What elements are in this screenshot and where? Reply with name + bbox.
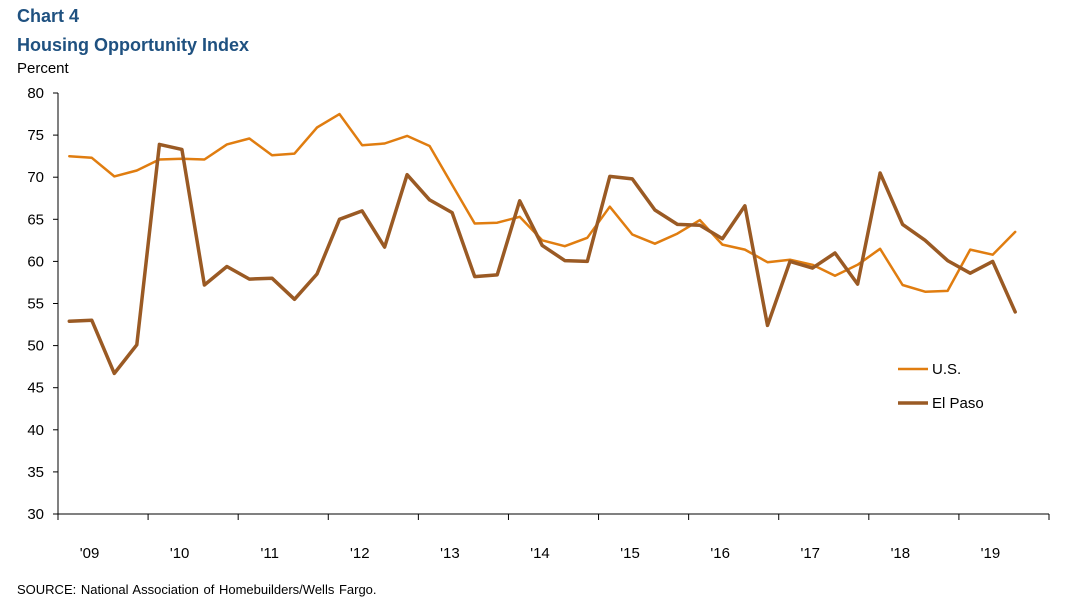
legend-label: U.S. xyxy=(932,361,961,378)
series-lines xyxy=(67,112,1017,376)
series-line-el-paso xyxy=(67,142,1017,376)
y-tick-label: 65 xyxy=(27,211,44,228)
y-tick-label: 60 xyxy=(27,253,44,270)
x-tick-label: '17 xyxy=(800,545,820,562)
axes xyxy=(57,93,1049,515)
y-tick-label: 55 xyxy=(27,296,44,313)
chart-title: Housing Opportunity Index xyxy=(17,35,249,55)
chart-number: Chart 4 xyxy=(17,6,80,26)
series-line-u-s xyxy=(68,112,1017,293)
x-tick-label: '12 xyxy=(350,545,370,562)
legend-label: El Paso xyxy=(932,395,984,412)
y-tick-label: 40 xyxy=(27,422,44,439)
y-axis-ticks: 30 35 40 45 50 55 60 65 70 75 80 xyxy=(27,85,58,523)
x-tick-label: '18 xyxy=(891,545,911,562)
x-axis-ticks: '09 '10 '11 '12 '13 '14 '15 '16 '17 '18 '19 xyxy=(57,514,1050,562)
x-tick-label: '13 xyxy=(440,545,460,562)
x-tick-label: '15 xyxy=(620,545,640,562)
y-tick-label: 35 xyxy=(27,464,44,481)
x-tick-label: '16 xyxy=(710,545,730,562)
y-tick-label: 45 xyxy=(27,380,44,397)
legend: U.S. El Paso xyxy=(898,361,984,412)
line-chart: 30 35 40 45 50 55 60 65 70 75 80 '09 '10 '11 '12 '13 '1… xyxy=(27,85,1050,562)
y-tick-label: 70 xyxy=(27,169,44,186)
y-tick-label: 50 xyxy=(27,338,44,355)
x-tick-label: '11 xyxy=(260,545,278,562)
x-tick-label: '19 xyxy=(981,545,1001,562)
y-tick-label: 80 xyxy=(27,85,44,102)
source-note: SOURCE: National Association of Homebuil… xyxy=(17,582,377,597)
y-axis-unit-label: Percent xyxy=(17,60,69,77)
x-tick-label: '10 xyxy=(170,545,190,562)
y-tick-label: 75 xyxy=(27,127,44,144)
x-tick-label: '09 xyxy=(80,545,100,562)
y-tick-label: 30 xyxy=(27,506,44,523)
x-tick-label: '14 xyxy=(530,545,550,562)
